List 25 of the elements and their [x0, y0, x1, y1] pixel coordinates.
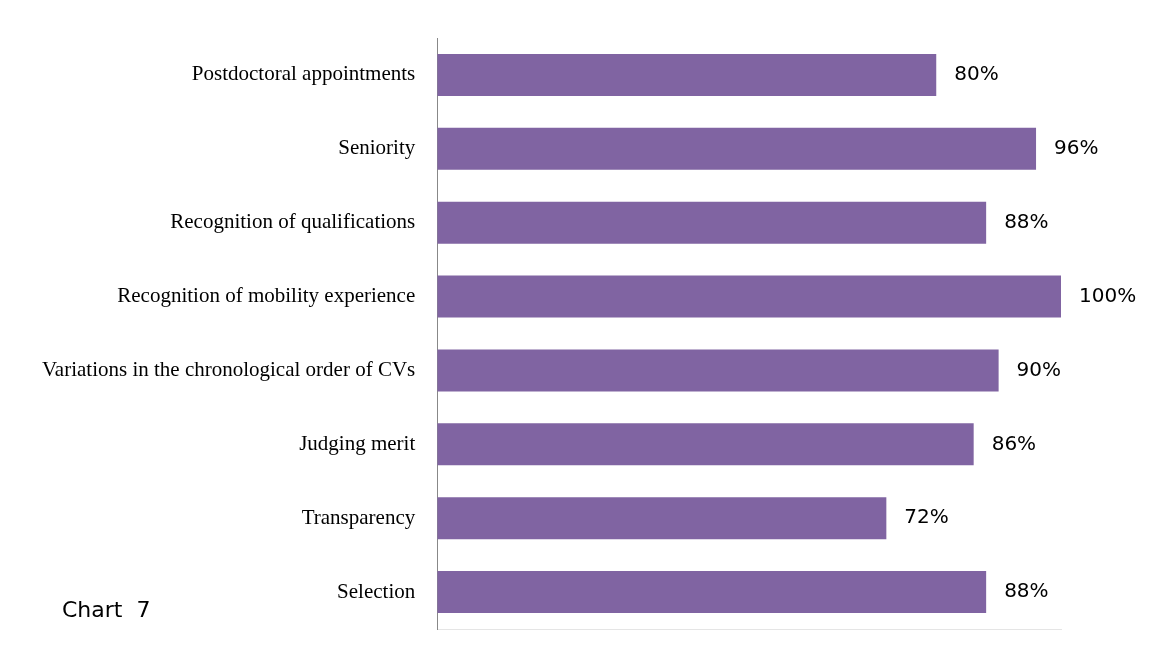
y-tick-label: Variations in the chronological order of CVs [41, 356, 416, 381]
data-label: 88% [1004, 208, 1049, 233]
data-label: 90% [1016, 356, 1062, 381]
data-label: 72% [904, 504, 949, 529]
bar [437, 571, 987, 614]
bar [437, 349, 999, 392]
data-label: 86% [991, 430, 1037, 455]
y-tick-label: Selection [337, 578, 416, 603]
y-tick-label: Recognition of mobility experience [117, 283, 416, 308]
bar [437, 497, 887, 540]
y-tick-label: Transparency [301, 504, 416, 529]
y-tick-label: Judging merit [299, 430, 416, 455]
bar [437, 127, 1037, 170]
data-label: 96% [1054, 135, 1099, 160]
data-label: 80% [954, 61, 999, 86]
y-tick-label: Postdoctoral appointments [191, 61, 416, 86]
caption: Chart 7 [62, 596, 151, 622]
data-label: 100% [1079, 282, 1137, 307]
y-tick-label: Recognition of qualifications [170, 209, 416, 234]
bar [437, 423, 974, 466]
bar [437, 275, 1061, 318]
data-label: 88% [1004, 578, 1049, 603]
bar [437, 201, 987, 244]
y-tick-label: Seniority [338, 135, 416, 160]
bar [437, 53, 937, 96]
